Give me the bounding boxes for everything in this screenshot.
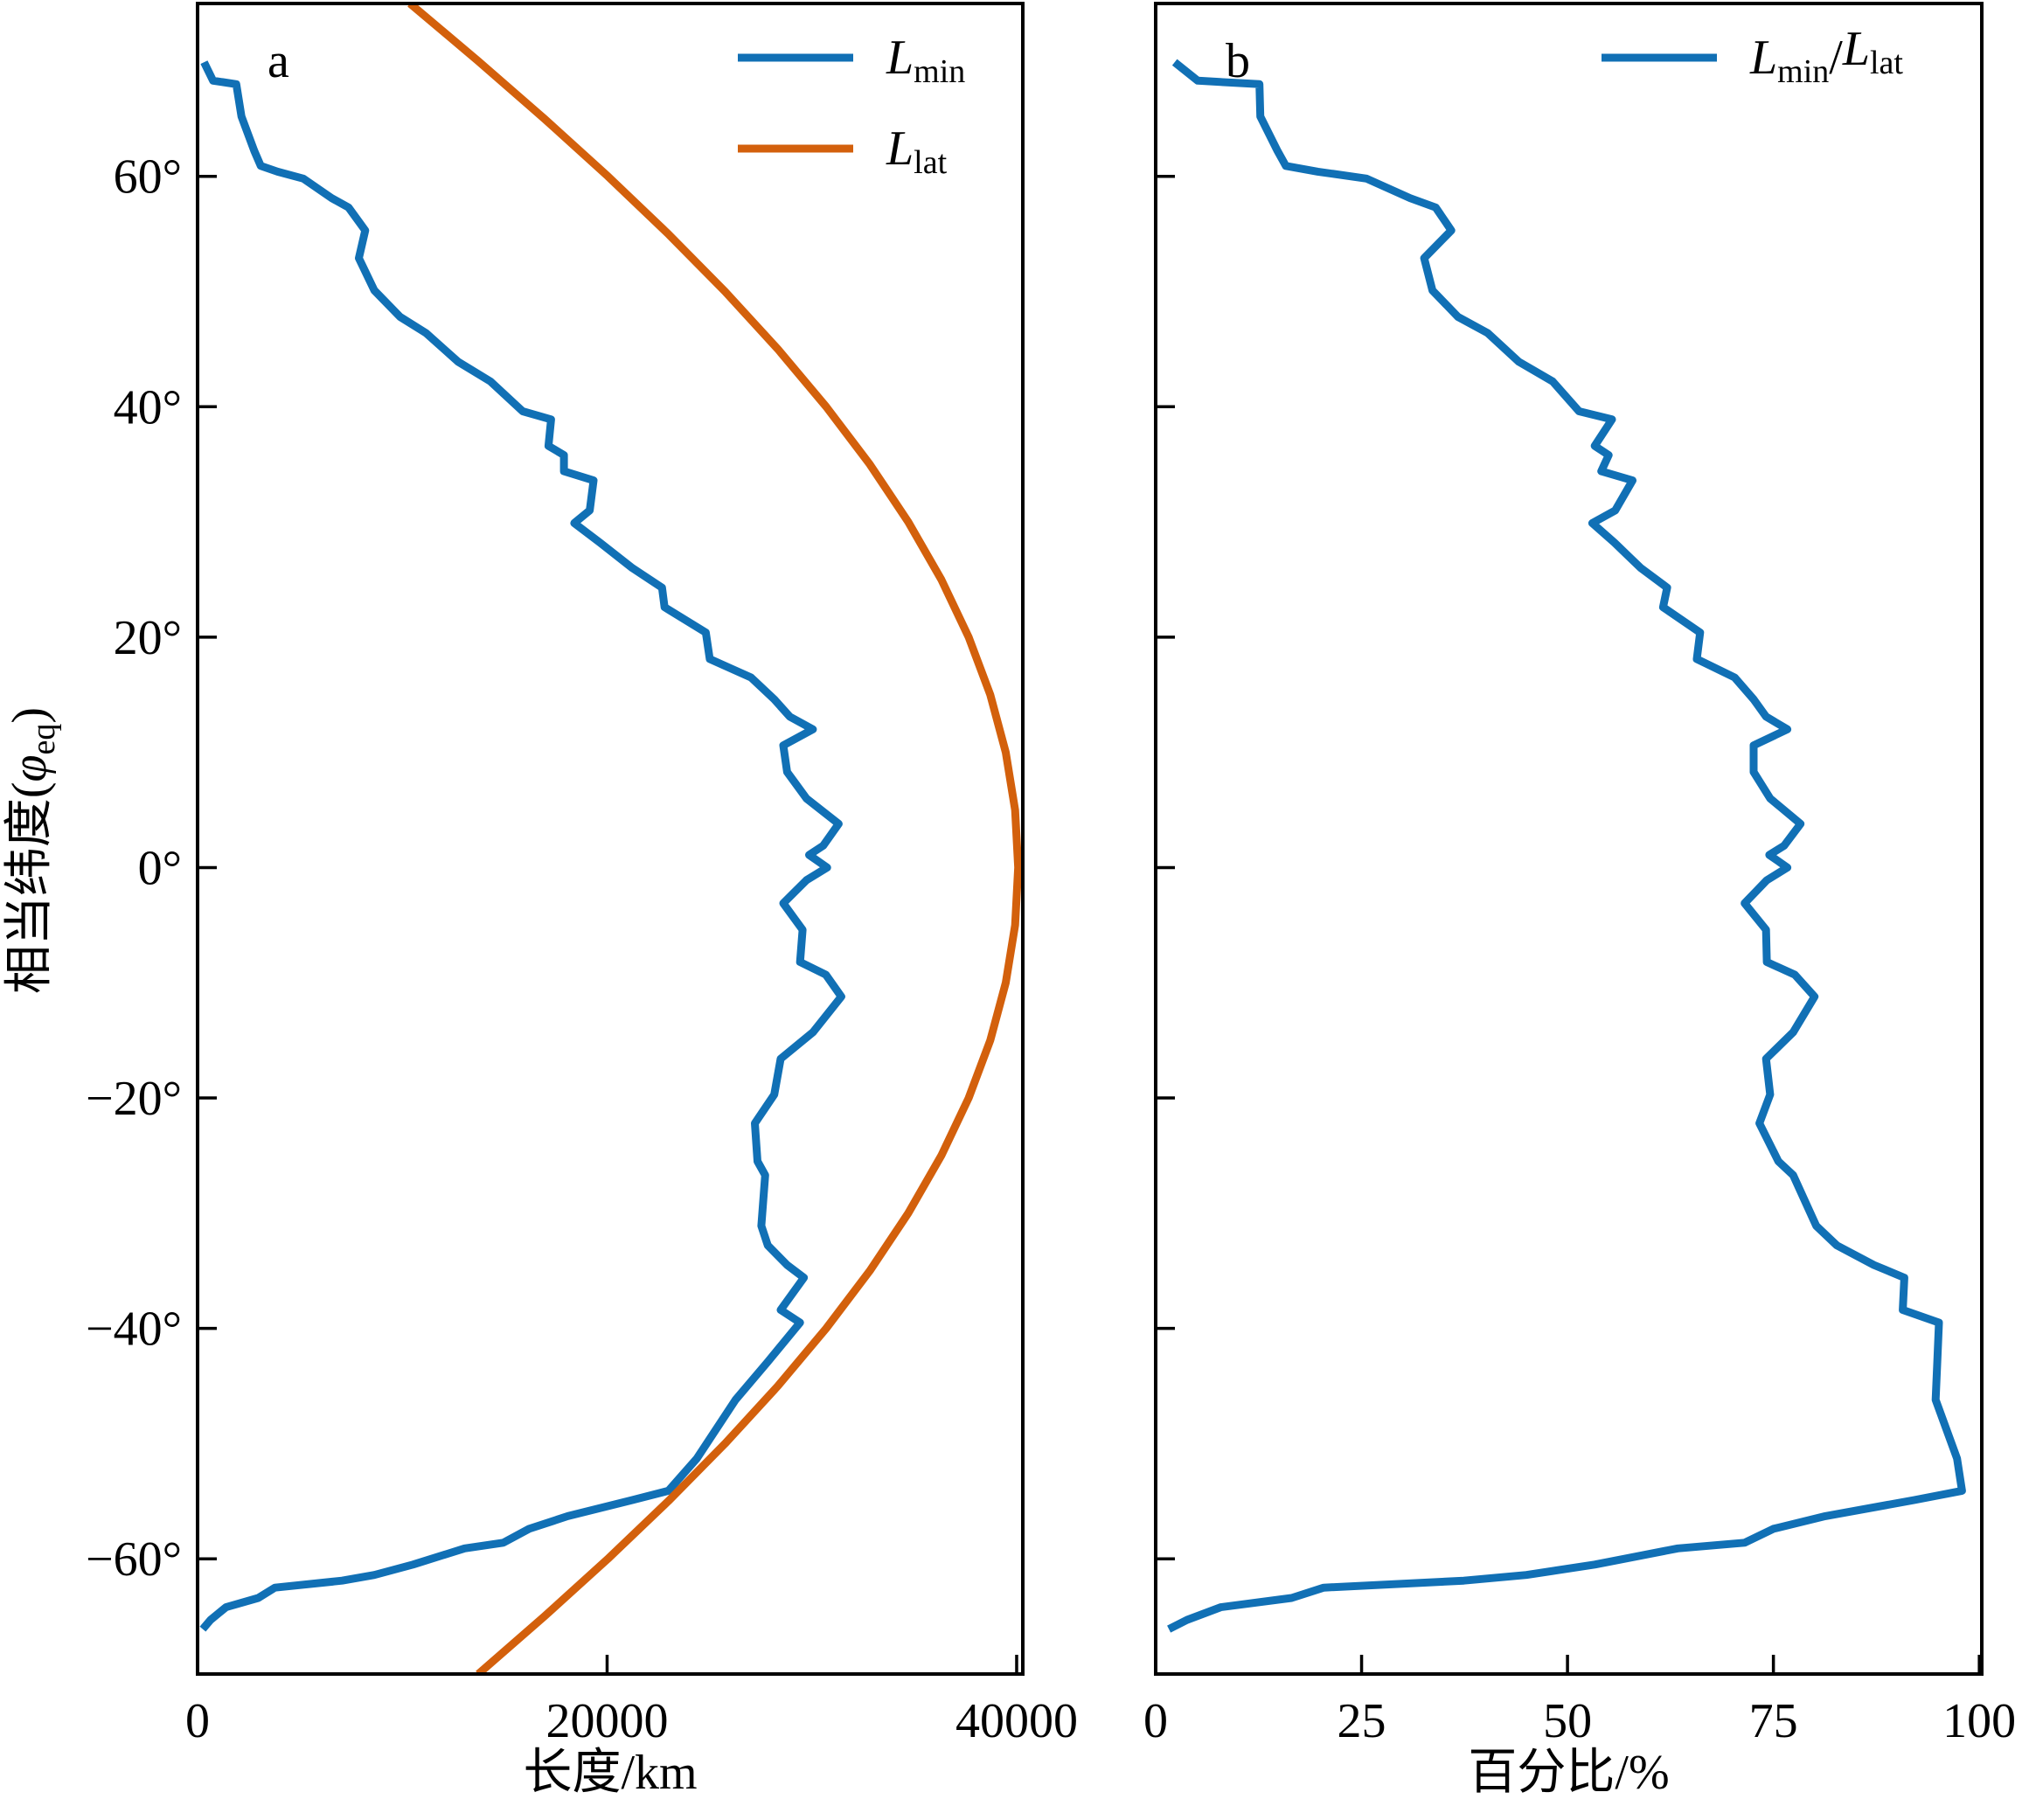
panel-label: b <box>1226 34 1250 88</box>
plot-frame <box>1154 2 1984 1676</box>
series-line <box>1167 59 1966 1633</box>
legend-text-part: L <box>1749 31 1777 85</box>
x-tick-label: 25 <box>1338 1694 1386 1748</box>
legend-text-part: lat <box>1870 45 1903 81</box>
y-label-part: 相当纬度( <box>3 781 57 994</box>
x-tick-label: 20000 <box>545 1694 668 1748</box>
y-label-part: ) <box>3 707 57 724</box>
y-label-part: φ <box>3 754 57 781</box>
x-tick-label: 0 <box>185 1694 210 1748</box>
y-tick-label: 0° <box>138 841 182 895</box>
y-label-part: eq <box>25 724 62 755</box>
plot-frame <box>196 2 1025 1676</box>
y-tick-label: 40° <box>114 380 182 434</box>
legend-text-part: lat <box>914 144 947 181</box>
legend-label: Lmin/Llat <box>1749 22 1903 90</box>
legend-label: Lmin <box>886 31 965 90</box>
y-tick-label: −60° <box>86 1532 182 1587</box>
x-tick-label: 50 <box>1543 1694 1592 1748</box>
x-tick-label: 75 <box>1749 1694 1798 1748</box>
x-tick-label: 100 <box>1942 1694 2016 1748</box>
series-group <box>199 3 1023 1674</box>
legend-label: Llat <box>886 122 948 181</box>
legend-text-part: L <box>886 31 914 85</box>
y-axis-label: 相当纬度(φeq) <box>3 707 62 994</box>
y-tick-label: −40° <box>86 1302 182 1357</box>
legend-text-part: L <box>1842 22 1870 76</box>
panel-label: a <box>268 34 289 88</box>
x-axis-label: 百分比/% <box>1468 1746 1669 1800</box>
series-line <box>199 60 845 1632</box>
y-tick-label: −20° <box>86 1072 182 1126</box>
series-line <box>407 3 1023 1674</box>
legend-text-part: L <box>886 122 914 176</box>
x-axis-label: 长度/km <box>523 1746 697 1800</box>
series-group <box>1167 59 1966 1633</box>
legend-text-part: min <box>914 53 965 90</box>
x-tick-label: 0 <box>1143 1694 1168 1748</box>
y-tick-label: 20° <box>114 611 182 665</box>
legend-text-part: min <box>1777 53 1829 90</box>
y-tick-label: 60° <box>114 150 182 205</box>
x-tick-label: 40000 <box>955 1694 1078 1748</box>
legend-text-part: / <box>1829 31 1843 85</box>
